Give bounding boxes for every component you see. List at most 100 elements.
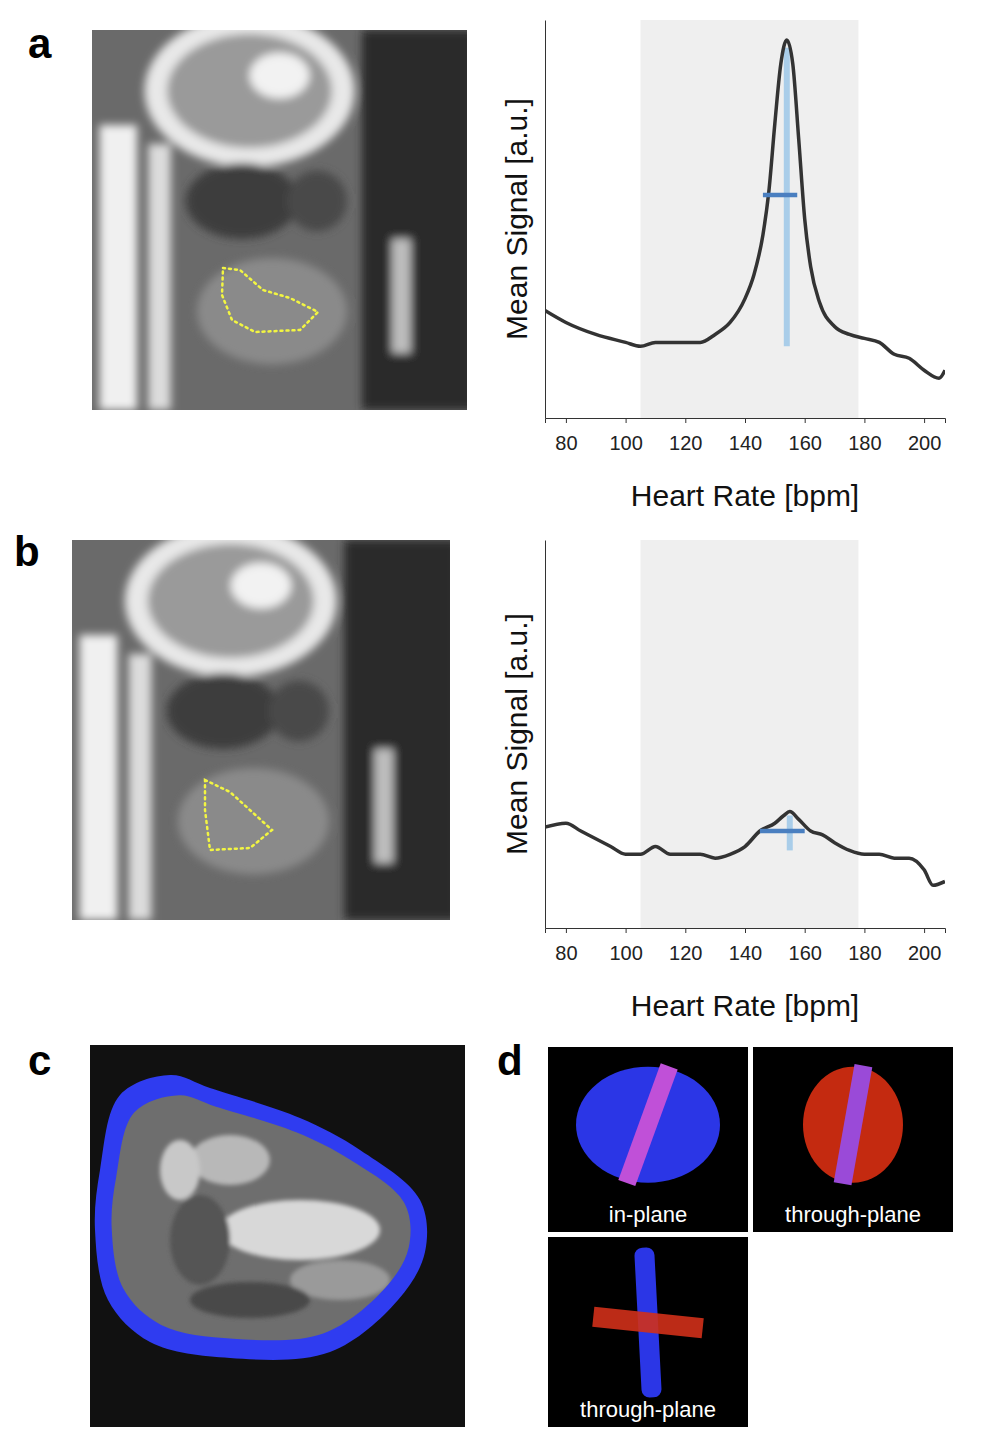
x-tick-mark [626, 928, 627, 933]
image-background [548, 1237, 748, 1427]
chart: 80 100 120 140 160 180 200 Heart Rate [bpm] Mean… [500, 20, 946, 512]
image-region [190, 1135, 270, 1185]
image-region [287, 171, 347, 232]
image-background [90, 1045, 465, 1427]
x-tick: 120 [669, 418, 702, 454]
panel-letter: a [28, 20, 52, 67]
x-tick: 180 [848, 418, 881, 454]
image-region [170, 1195, 230, 1285]
x-tick: 200 [908, 418, 941, 454]
slice-bar [618, 1063, 677, 1186]
image-region [145, 30, 355, 167]
image-region [220, 1200, 380, 1260]
x-tick-label: 140 [729, 432, 762, 454]
image-region [231, 563, 291, 609]
signal-line [545, 812, 945, 886]
view-label: through-plane [785, 1202, 921, 1227]
x-tick-label: 200 [908, 432, 941, 454]
y-axis-line [545, 541, 546, 929]
x-tick: 80 [555, 928, 577, 964]
chart: 80100120140160180200Heart Rate [bpm]Mean… [500, 540, 946, 1022]
roi-outline [205, 780, 272, 850]
view-label: through-plane [580, 1397, 716, 1422]
x-tick-label: 160 [789, 942, 822, 964]
image-region [129, 654, 152, 920]
image-region [167, 34, 332, 148]
x-tick: 200 [908, 928, 941, 964]
image-background [753, 1047, 953, 1232]
x-tick-mark [745, 928, 746, 933]
image-region [148, 144, 171, 410]
image-region [80, 635, 118, 920]
panel-letter: b [14, 528, 40, 575]
image-region [167, 673, 280, 749]
mri-image [92, 15, 475, 410]
x-tick: 140 [729, 928, 762, 964]
signal-line [545, 40, 945, 378]
x-axis-title: Heart Rate [bpm] [631, 479, 859, 512]
x-tick: 100 [609, 418, 642, 454]
x-tick: 180 [848, 928, 881, 964]
x-tick-label: 120 [669, 942, 702, 964]
image-region [362, 30, 467, 410]
x-tick: 100 [609, 928, 642, 964]
x-tick: 80 [555, 418, 577, 454]
x-tick-mark [566, 418, 567, 423]
interval-bar [760, 829, 805, 834]
figure: 80 100 120 140 160 180 200 Heart Rate [bpm] Mean… [0, 0, 991, 1445]
slice-bar [592, 1307, 703, 1338]
x-tick-mark [805, 418, 806, 423]
x-tick-label: 120 [669, 432, 702, 454]
image-region [250, 53, 310, 99]
image-background [548, 1047, 748, 1232]
x-tick-label: 200 [908, 942, 941, 964]
x-tick: 160 [789, 928, 822, 964]
panel-letter: d [497, 1037, 523, 1084]
x-tick-label: 80 [555, 432, 577, 454]
x-tick-mark [924, 418, 925, 423]
image-region [392, 239, 411, 353]
image-region [100, 125, 138, 410]
slice-view: in-plane [548, 1047, 748, 1232]
y-axis-title: Mean Signal [a.u.] [500, 613, 533, 855]
x-axis: 80 100 120 140 160 180 200 [546, 928, 946, 964]
y-axis-title: Mean Signal [a.u.] [500, 98, 533, 340]
y-axis-line [545, 21, 546, 419]
x-tick-label: 160 [789, 432, 822, 454]
x-tick-mark [626, 418, 627, 423]
x-tick-mark [566, 928, 567, 933]
image-region [148, 544, 314, 658]
slice-bar [834, 1064, 873, 1185]
x-tick-label: 140 [729, 942, 762, 964]
shaded-range [641, 20, 859, 418]
x-tick-mark [864, 928, 865, 933]
segmentation-image [90, 1045, 465, 1427]
plot-area [545, 20, 945, 418]
slice-view: through-plane [753, 1047, 953, 1232]
mri-image [72, 525, 458, 920]
y-axis [545, 21, 546, 419]
slice-view: through-plane [548, 1237, 748, 1427]
x-tick-label: 180 [848, 942, 881, 964]
image-region [197, 258, 347, 364]
y-axis [545, 541, 546, 929]
panel-letter: c [28, 1037, 51, 1084]
x-tick: 160 [789, 418, 822, 454]
image-region [160, 1140, 200, 1200]
image-region [186, 163, 299, 239]
x-tick-mark [805, 928, 806, 933]
x-tick-label: 180 [848, 432, 881, 454]
x-tick-mark [745, 418, 746, 423]
image-region [269, 681, 329, 742]
roi-outline [222, 268, 318, 332]
x-tick-mark [924, 928, 925, 933]
x-axis: 80 100 120 140 160 180 200 [546, 418, 946, 454]
x-tick-mark [685, 418, 686, 423]
interval-bar [763, 193, 797, 198]
x-tick-mark [864, 418, 865, 423]
image-region [344, 540, 450, 920]
view-label: in-plane [609, 1202, 687, 1227]
x-tick-label: 80 [555, 942, 577, 964]
image-region [111, 1095, 410, 1340]
image-region [178, 768, 329, 874]
